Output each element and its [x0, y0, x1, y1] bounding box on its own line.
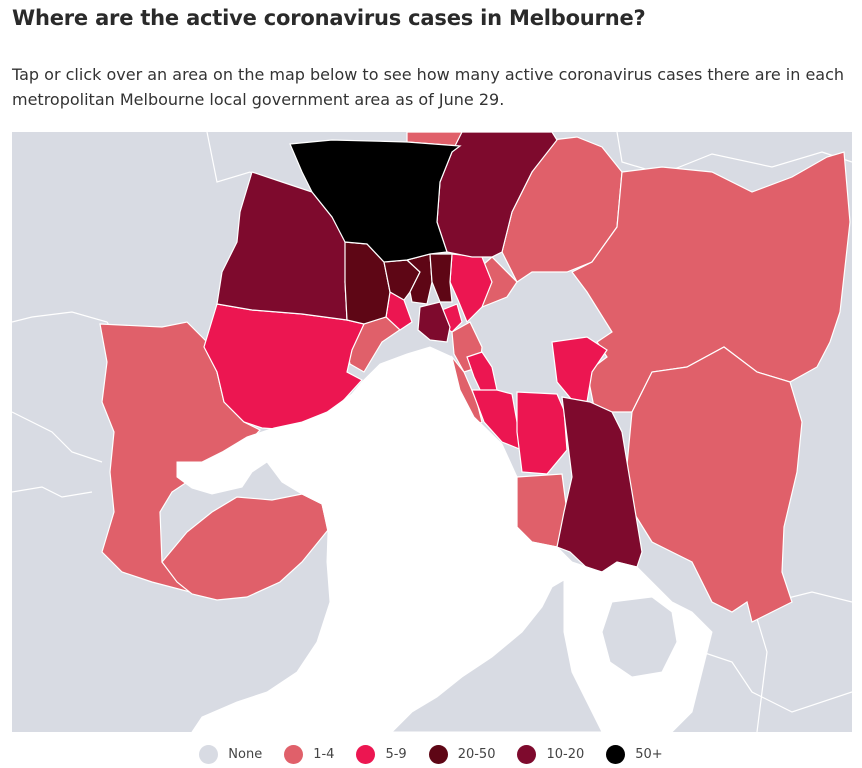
legend-item-10-20: 10-20 — [517, 744, 585, 764]
map-title: Where are the active coronavirus cases i… — [12, 6, 646, 30]
legend-swatch — [356, 744, 376, 764]
lga-region[interactable] — [466, 351, 498, 395]
legend-item-20-50: 20-50 — [428, 744, 496, 764]
legend-swatch — [284, 744, 304, 764]
lga-region[interactable] — [551, 336, 608, 403]
legend-label: 50+ — [635, 746, 663, 762]
map-instructions: Tap or click over an area on the map bel… — [12, 65, 845, 109]
lga-region[interactable] — [429, 253, 453, 303]
lga-region[interactable] — [417, 301, 451, 343]
legend-swatch — [199, 744, 219, 764]
legend-label: 1-4 — [313, 746, 335, 762]
legend-label: 5-9 — [385, 746, 407, 762]
lga-region[interactable] — [556, 396, 643, 573]
map-legend: None 1-4 5-9 20-50 10-20 50+ — [0, 743, 862, 765]
lga-regions-5-9 — [203, 253, 608, 475]
map-svg — [12, 132, 852, 732]
lga-region[interactable] — [289, 139, 462, 263]
peninsula-land — [391, 579, 603, 732]
legend-label: None — [228, 746, 263, 762]
legend-item-none: None — [199, 744, 263, 764]
lga-regions-1-4 — [99, 132, 851, 623]
water-bodies — [176, 346, 713, 732]
legend-item-5-9: 5-9 — [356, 744, 407, 764]
french-island — [601, 596, 678, 678]
legend-item-1-4: 1-4 — [284, 744, 335, 764]
legend-item-50plus: 50+ — [606, 744, 663, 764]
port-phillip-bay — [176, 346, 573, 732]
legend-label: 10-20 — [546, 746, 585, 762]
legend-label: 20-50 — [457, 746, 496, 762]
legend-swatch — [428, 744, 448, 764]
legend-swatch — [606, 744, 626, 764]
lga-region[interactable] — [623, 346, 803, 623]
melbourne-map — [12, 132, 852, 732]
lga-regions-20-50 — [344, 241, 453, 325]
lga-regions-50plus — [289, 139, 462, 263]
lga-region[interactable] — [449, 253, 493, 324]
lga-regions-10-20 — [216, 132, 643, 573]
lga-region[interactable] — [516, 391, 568, 475]
legend-swatch — [517, 744, 537, 764]
lga-region[interactable] — [161, 493, 329, 601]
